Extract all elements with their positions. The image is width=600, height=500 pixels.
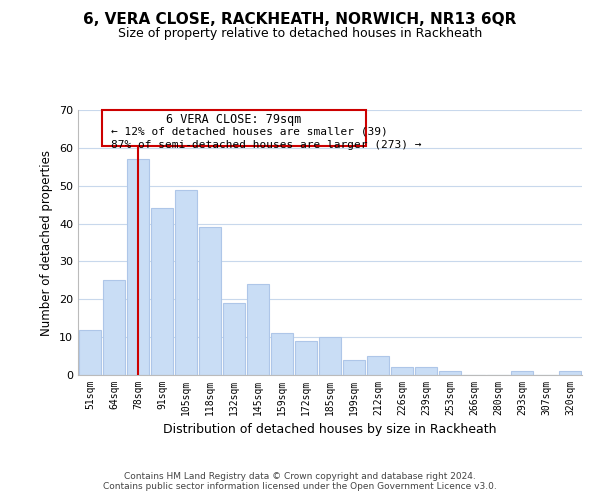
Bar: [103, 280, 125, 375]
Y-axis label: Number of detached properties: Number of detached properties: [40, 150, 53, 336]
Bar: [127, 159, 149, 375]
Bar: [559, 371, 581, 375]
Text: 6 VERA CLOSE: 79sqm: 6 VERA CLOSE: 79sqm: [166, 112, 302, 126]
Bar: [415, 368, 437, 375]
Text: Contains HM Land Registry data © Crown copyright and database right 2024.: Contains HM Land Registry data © Crown c…: [124, 472, 476, 481]
Bar: [247, 284, 269, 375]
X-axis label: Distribution of detached houses by size in Rackheath: Distribution of detached houses by size …: [163, 424, 497, 436]
Bar: [319, 337, 341, 375]
Bar: [511, 371, 533, 375]
Bar: [367, 356, 389, 375]
Bar: [199, 228, 221, 375]
Bar: [343, 360, 365, 375]
Text: Contains public sector information licensed under the Open Government Licence v3: Contains public sector information licen…: [103, 482, 497, 491]
Bar: [223, 303, 245, 375]
Bar: [295, 341, 317, 375]
Bar: [439, 371, 461, 375]
Bar: [175, 190, 197, 375]
Bar: [151, 208, 173, 375]
Text: Size of property relative to detached houses in Rackheath: Size of property relative to detached ho…: [118, 28, 482, 40]
Bar: [271, 334, 293, 375]
Bar: [79, 330, 101, 375]
Text: ← 12% of detached houses are smaller (39): ← 12% of detached houses are smaller (39…: [112, 126, 388, 136]
Text: 6, VERA CLOSE, RACKHEATH, NORWICH, NR13 6QR: 6, VERA CLOSE, RACKHEATH, NORWICH, NR13 …: [83, 12, 517, 28]
Text: 87% of semi-detached houses are larger (273) →: 87% of semi-detached houses are larger (…: [112, 140, 422, 150]
Bar: [391, 368, 413, 375]
